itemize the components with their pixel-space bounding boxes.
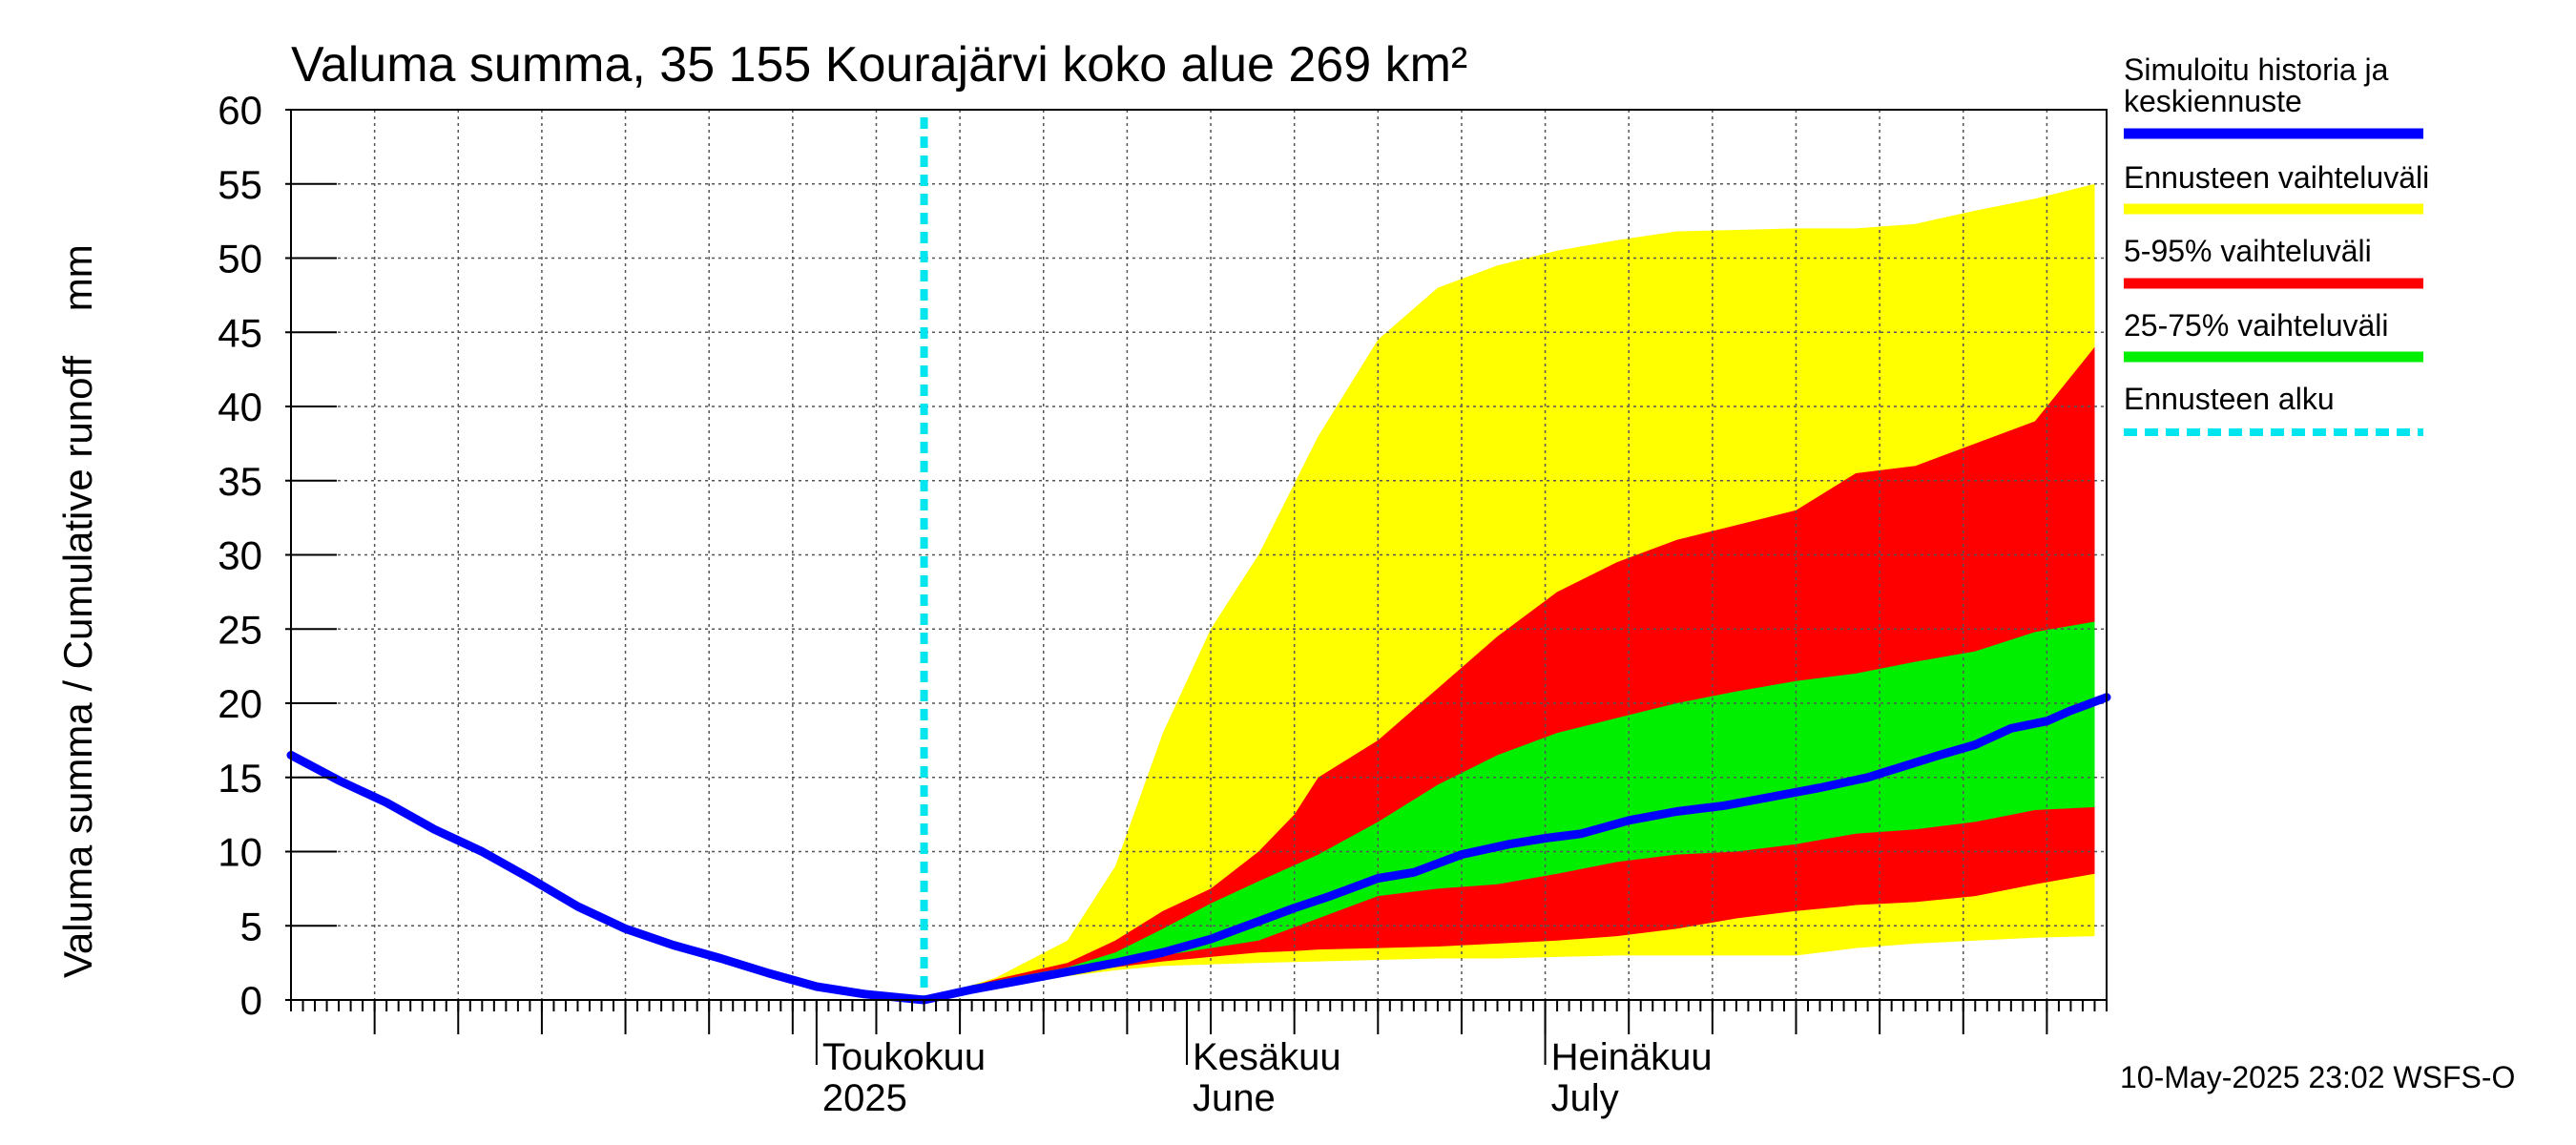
y-tick-label: 10 xyxy=(218,830,262,875)
grid-lines xyxy=(291,109,2107,1001)
chart-title: Valuma summa, 35 155 Kourajärvi koko alu… xyxy=(291,37,1467,93)
x-month-label: Heinäkuu xyxy=(1551,1036,1713,1078)
y-tick-label: 5 xyxy=(240,904,262,948)
band-3 xyxy=(924,621,2095,1000)
x-month-sublabel: June xyxy=(1193,1077,1276,1119)
y-tick-label: 45 xyxy=(218,310,262,355)
legend-label-4: 25-75% vaihteluväli xyxy=(2124,308,2389,343)
y-tick-label: 30 xyxy=(218,533,262,578)
timestamp-label: 10-May-2025 23:02 WSFS-O xyxy=(2120,1060,2515,1094)
y-tick-label: 60 xyxy=(218,88,262,133)
y-tick-label: 25 xyxy=(218,607,262,652)
y-tick-label: 0 xyxy=(240,978,262,1023)
y-tick-label: 35 xyxy=(218,459,262,504)
x-month-sublabel: 2025 xyxy=(822,1077,907,1119)
legend-label-2: Ennusteen vaihteluväli xyxy=(2124,160,2429,195)
legend-label-5: Ennusteen alku xyxy=(2124,382,2335,416)
legend-label-1-cont: keskiennuste xyxy=(2124,84,2302,118)
legend-label-1: Simuloitu historia ja xyxy=(2124,52,2389,87)
x-month-label: Kesäkuu xyxy=(1193,1036,1341,1078)
series-line-1 xyxy=(286,693,2111,1005)
y-tick-label: 40 xyxy=(218,385,262,429)
series-lines xyxy=(286,693,2111,1005)
axes xyxy=(285,109,2108,1065)
y-tick-label: 20 xyxy=(218,681,262,726)
y-tick-labels: 0 5 10 15 20 25 30 35 40 45 50 55 60 xyxy=(218,88,262,1023)
y-tick-label: 55 xyxy=(218,162,262,207)
forecast-bands xyxy=(924,183,2095,1001)
y-tick-label: 15 xyxy=(218,756,262,801)
y-axis-label: Valuma summa / Cumulative runoff mm xyxy=(55,244,100,978)
x-month-label: Toukokuu xyxy=(822,1036,986,1078)
y-tick-label: 50 xyxy=(218,237,262,281)
legend-label-3: 5-95% vaihteluväli xyxy=(2124,234,2372,268)
x-month-sublabel: July xyxy=(1551,1077,1619,1119)
